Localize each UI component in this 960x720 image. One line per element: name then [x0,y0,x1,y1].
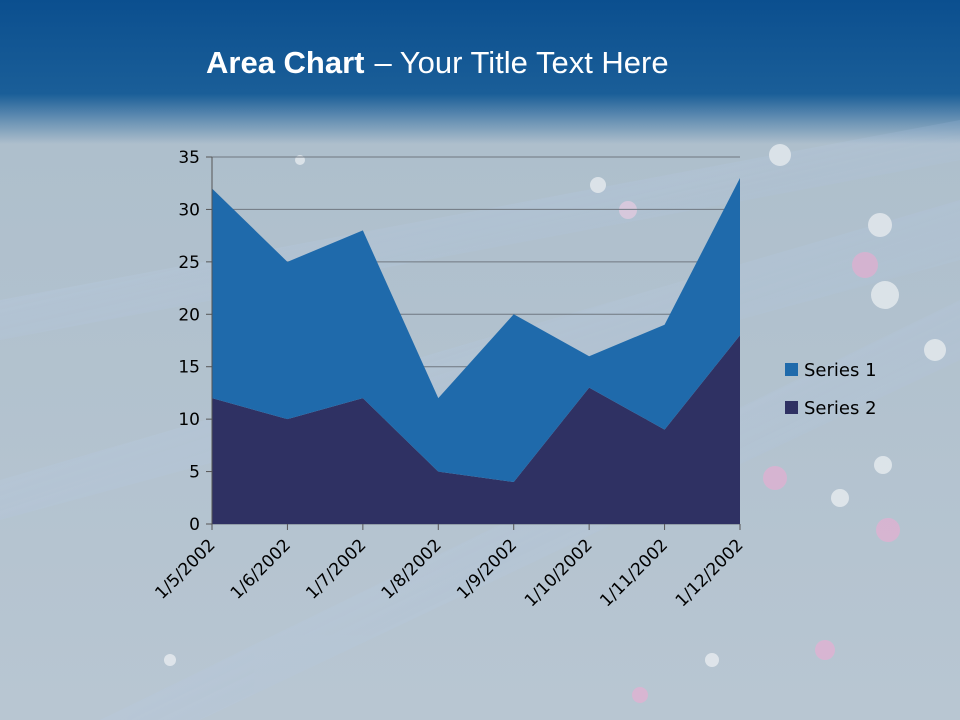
y-tick-label: 5 [189,463,200,483]
y-tick-label: 30 [178,200,200,220]
legend-swatch [785,401,798,414]
y-tick-label: 15 [178,358,200,378]
area [212,335,740,524]
title-text: – Your Title Text Here [375,45,669,80]
title-bold: Area Chart [206,45,365,80]
legend-label: Series 2 [804,398,877,419]
legend-swatch [785,363,798,376]
y-tick-label: 10 [178,410,200,430]
legend-label: Series 1 [804,360,877,381]
y-tick-label: 0 [189,515,200,535]
y-tick-label: 35 [178,148,200,168]
area [212,177,740,483]
chart-title: Area Chart – Your Title Text Here [206,45,669,80]
y-tick-label: 25 [178,253,200,273]
y-tick-label: 20 [178,305,200,325]
